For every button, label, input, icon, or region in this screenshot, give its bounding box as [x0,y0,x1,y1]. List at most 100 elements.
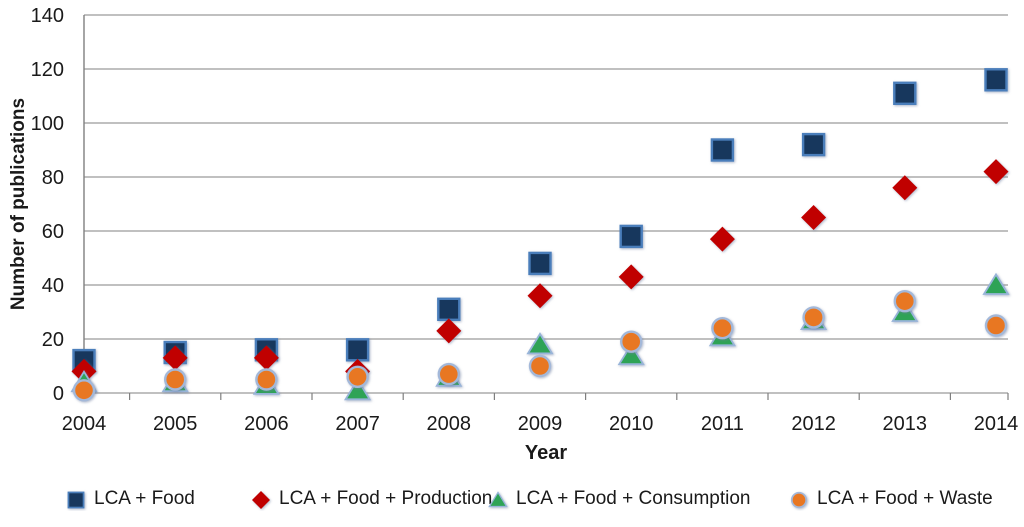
circle-marker-shape [72,379,96,402]
x-tick-label: 2012 [791,413,836,435]
plot-area: 0 20 40 60 80 100 120 140 2004 2005 2006 2007 2008 20… [8,5,1019,464]
x-tick-label: 2007 [335,413,380,435]
series-circle [72,290,1008,402]
square-marker-shape [67,491,85,509]
y-tick-label: 80 [42,167,64,189]
diamond-marker-shape [252,491,270,509]
data-point-square-2009 [528,251,552,276]
x-tick-label: 2008 [427,413,472,435]
y-tick-label: 40 [42,275,64,297]
data-point-diamond-2008 [436,318,462,344]
x-tick-label: 2010 [609,413,654,435]
legend-item-diamond: LCA + Food + Production [249,484,492,514]
data-point-triangle-2007 [343,378,372,401]
circle-marker-shape [790,491,808,509]
data-point-diamond-2005 [162,345,188,371]
data-point-circle-2010 [620,330,643,353]
triangle-marker-shape [982,272,1010,295]
circle-marker-shape [620,330,643,353]
circle-marker-shape [163,368,187,391]
legend-label: LCA + Food + Waste [817,488,993,509]
y-tick-label: 20 [42,329,64,351]
data-point-circle-2014 [984,314,1008,337]
diamond-marker-shape [527,283,553,309]
x-tick-label: 2004 [62,413,107,435]
triangle-marker-shape [343,378,372,401]
diamond-marker-shape [709,226,735,252]
diamond-marker-shape [983,159,1009,185]
y-tick-label: 120 [31,59,64,81]
data-point-triangle-2009 [526,332,554,355]
triangle-marker-shape [617,342,645,366]
y-tick-label: 100 [31,113,64,135]
circle-legend-marker [790,491,808,509]
legend-item-square: LCA + Food [64,484,195,514]
data-point-square-2010 [619,224,643,249]
data-point-circle-2012 [802,306,825,329]
diamond-marker-shape [436,318,462,344]
data-point-circle-2009 [528,354,552,378]
circle-marker-shape [711,317,734,340]
data-point-diamond-2006 [253,345,279,371]
data-point-circle-2011 [711,317,734,340]
x-tick-label: 2006 [244,413,289,435]
square-marker-shape [345,338,370,362]
square-marker-shape [437,297,461,321]
data-point-circle-2007 [346,365,369,388]
data-point-diamond-2011 [709,226,735,252]
legend-item-triangle: LCA + Food + Consumption [486,484,750,514]
data-point-square-2013 [893,81,917,106]
circle-marker-shape [346,365,369,388]
diamond-legend-marker [252,491,270,509]
y-tick-label: 60 [42,221,64,243]
circle-marker-shape [528,354,552,378]
chart-legend: LCA + Food LCA + Food + Production LCA + F… [0,484,1024,518]
data-point-square-2008 [437,297,461,321]
square-marker-shape [619,224,643,249]
data-point-triangle-2014 [982,272,1010,295]
square-marker-shape [893,81,917,106]
x-axis-title: Year [525,442,567,464]
circle-marker-shape [802,306,825,329]
triangle-legend-icon [488,491,508,508]
data-point-circle-2006 [255,368,278,391]
data-point-diamond-2009 [527,283,553,309]
circle-marker-shape [893,290,916,313]
data-point-diamond-2013 [892,175,918,201]
square-legend-icon [67,491,85,509]
data-point-square-2014 [984,68,1008,92]
data-point-diamond-2014 [983,159,1009,185]
x-tick-label: 2014 [974,413,1019,435]
diamond-marker-shape [253,345,279,371]
circle-legend-icon [790,491,808,509]
diamond-marker-shape [892,175,918,201]
diamond-marker-shape [162,345,188,371]
x-tick-label: 2009 [518,413,563,435]
y-axis-title: Number of publications [8,98,29,310]
data-point-circle-2013 [893,290,916,313]
data-point-diamond-2010 [618,264,644,290]
y-tick-label: 0 [53,383,64,405]
legend-label: LCA + Food + Production [279,488,493,509]
y-tick-label: 140 [31,5,64,27]
data-point-square-2012 [801,132,826,157]
legend-item-circle: LCA + Food + Waste [787,484,993,514]
square-legend-marker [67,491,85,509]
data-point-diamond-2012 [801,205,827,230]
legend-label: LCA + Food [94,488,195,509]
diamond-marker-shape [618,264,644,290]
data-point-square-2007 [345,338,370,362]
data-point-square-2011 [710,138,735,162]
circle-marker-shape [255,368,278,391]
x-tick-label: 2013 [883,413,928,435]
diamond-legend-icon [252,491,270,509]
square-marker-shape [801,132,826,157]
data-point-triangle-2010 [617,342,645,366]
square-marker-shape [984,68,1008,92]
data-point-circle-2004 [72,379,96,402]
triangle-marker-shape [526,332,554,355]
circle-marker-shape [437,362,460,386]
series-square [72,68,1008,373]
x-tick-label: 2005 [153,413,198,435]
